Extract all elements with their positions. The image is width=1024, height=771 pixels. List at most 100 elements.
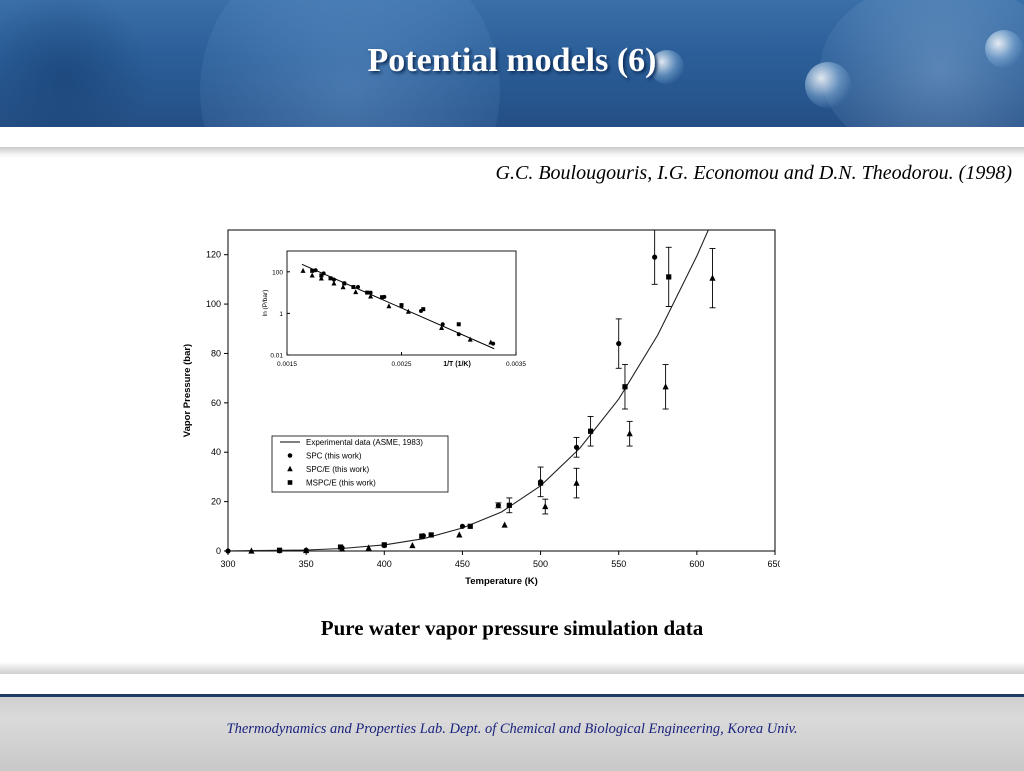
inset-data-point-circle <box>331 277 336 282</box>
inset-x-tick-label: 0.0025 <box>392 361 412 368</box>
inset-data-point-triangle <box>300 267 306 273</box>
divider-bottom <box>0 662 1024 674</box>
data-point-triangle <box>456 531 463 538</box>
data-point-circle <box>652 254 658 260</box>
y-tick-label: 60 <box>211 398 221 408</box>
bubble-decoration <box>805 62 851 108</box>
x-tick-label: 550 <box>611 559 626 569</box>
inset-data-point-square <box>365 290 370 295</box>
inset-y-tick-label: 1 <box>279 311 283 318</box>
inset-x-tick-label: 0.0015 <box>277 361 297 368</box>
inset-data-point-triangle <box>488 339 494 345</box>
data-point-triangle <box>303 546 310 554</box>
inset-y-tick-label: 100 <box>272 269 283 276</box>
inset-y-tick-label: 0.01 <box>270 353 283 360</box>
data-point-square <box>587 428 594 434</box>
inset-data-point-square <box>310 268 315 273</box>
x-tick-label: 400 <box>377 559 392 569</box>
inset-data-point-square <box>351 285 356 290</box>
inset-data-point-square <box>399 303 404 308</box>
inset-data-point-square <box>456 322 461 327</box>
inset-data-point-circle <box>355 285 360 290</box>
data-point-triangle <box>709 274 716 281</box>
data-point-circle <box>225 548 231 554</box>
inset-x-axis-label: 1/T (1/K) <box>443 361 471 368</box>
data-point-triangle <box>626 430 633 437</box>
data-point-triangle <box>248 547 255 554</box>
inset-data-point-circle <box>313 268 318 273</box>
data-point-circle <box>459 523 466 529</box>
slide-title: Potential models (6) <box>367 42 657 79</box>
inset-data-point-triangle <box>318 275 324 281</box>
inset-y-axis-label: ln (P/bar) <box>262 290 269 317</box>
legend-marker-square <box>287 480 293 485</box>
bubble-decoration <box>650 50 684 84</box>
footer-text: Thermodynamics and Properties Lab. Dept.… <box>226 721 798 737</box>
header-dial-decoration <box>0 0 160 127</box>
data-point-square <box>622 384 628 390</box>
inset-data-point-square <box>342 281 347 286</box>
inset-data-point-triangle <box>340 284 346 290</box>
x-tick-label: 650 <box>767 559 780 569</box>
y-tick-label: 0 <box>216 546 221 556</box>
data-point-square <box>666 274 672 280</box>
legend-label: SPC/E (this work) <box>306 465 369 474</box>
header-glow-decoration-right <box>820 0 1024 127</box>
y-tick-label: 80 <box>211 348 221 358</box>
vapor-pressure-chart: 300 350 400 450 500 550 600 650 0 20 40 60 80 100 120 T… <box>182 229 780 587</box>
x-tick-label: 500 <box>533 559 548 569</box>
citation: G.C. Boulougouris, I.G. Economou and D.N… <box>495 162 1012 184</box>
inset-data-point-triangle <box>386 303 392 309</box>
inset-data-point-square <box>380 295 385 300</box>
inset-data-point-circle <box>368 290 373 295</box>
inset-data-point-triangle <box>467 336 473 342</box>
x-tick-label: 300 <box>220 559 235 569</box>
y-tick-label: 120 <box>206 250 221 260</box>
legend-label: SPC (this work) <box>306 452 362 461</box>
legend-label: MSPC/E (this work) <box>306 479 376 488</box>
inset-data-point-square <box>319 273 324 278</box>
inset-x-tick-label: 0.0035 <box>506 361 526 368</box>
data-point-square <box>419 533 425 539</box>
y-tick-label: 20 <box>211 497 221 507</box>
x-tick-label: 350 <box>299 559 314 569</box>
slide-footer: Thermodynamics and Properties Lab. Dept.… <box>0 694 1024 771</box>
data-point-triangle <box>409 541 416 549</box>
y-tick-label: 40 <box>211 447 221 457</box>
data-point-square <box>537 480 544 486</box>
legend-label: Experimental data (ASME, 1983) <box>306 438 423 447</box>
data-point-triangle <box>662 383 669 390</box>
inset-data-point-circle <box>456 332 461 337</box>
data-point-square <box>428 532 434 538</box>
data-point-square <box>337 544 344 550</box>
header-glow-decoration <box>200 0 500 127</box>
inset-data-point-triangle <box>353 289 359 295</box>
legend-box <box>271 435 449 493</box>
data-point-circle <box>573 444 580 450</box>
inset-plot-frame <box>286 250 517 356</box>
inset-data-point-triangle <box>439 324 445 330</box>
data-point-square <box>381 542 387 548</box>
data-point-square <box>467 523 473 529</box>
divider-top <box>0 147 1024 159</box>
bubble-decoration <box>985 30 1023 68</box>
inset-data-point-square <box>421 307 426 312</box>
figure-caption: Pure water vapor pressure simulation dat… <box>320 616 704 640</box>
data-point-triangle <box>365 544 372 551</box>
legend-marker-circle <box>287 453 293 458</box>
slide-header <box>0 0 1024 127</box>
data-point-triangle <box>542 502 549 510</box>
data-point-triangle <box>573 479 580 486</box>
x-tick-label: 450 <box>455 559 470 569</box>
inset-data-point-triangle <box>331 280 337 286</box>
y-tick-label: 100 <box>206 299 221 309</box>
inset-data-point-triangle <box>309 272 315 278</box>
data-point-square <box>506 502 512 508</box>
inset-data-point-triangle <box>368 293 374 299</box>
data-point-triangle <box>501 521 508 528</box>
inset-data-point-triangle <box>405 308 411 314</box>
y-axis-label: Vapor Pressure (bar) <box>182 344 193 437</box>
data-point-circle <box>616 340 622 347</box>
x-axis-label: Temperature (K) <box>465 576 538 587</box>
legend-marker-triangle <box>287 465 293 472</box>
